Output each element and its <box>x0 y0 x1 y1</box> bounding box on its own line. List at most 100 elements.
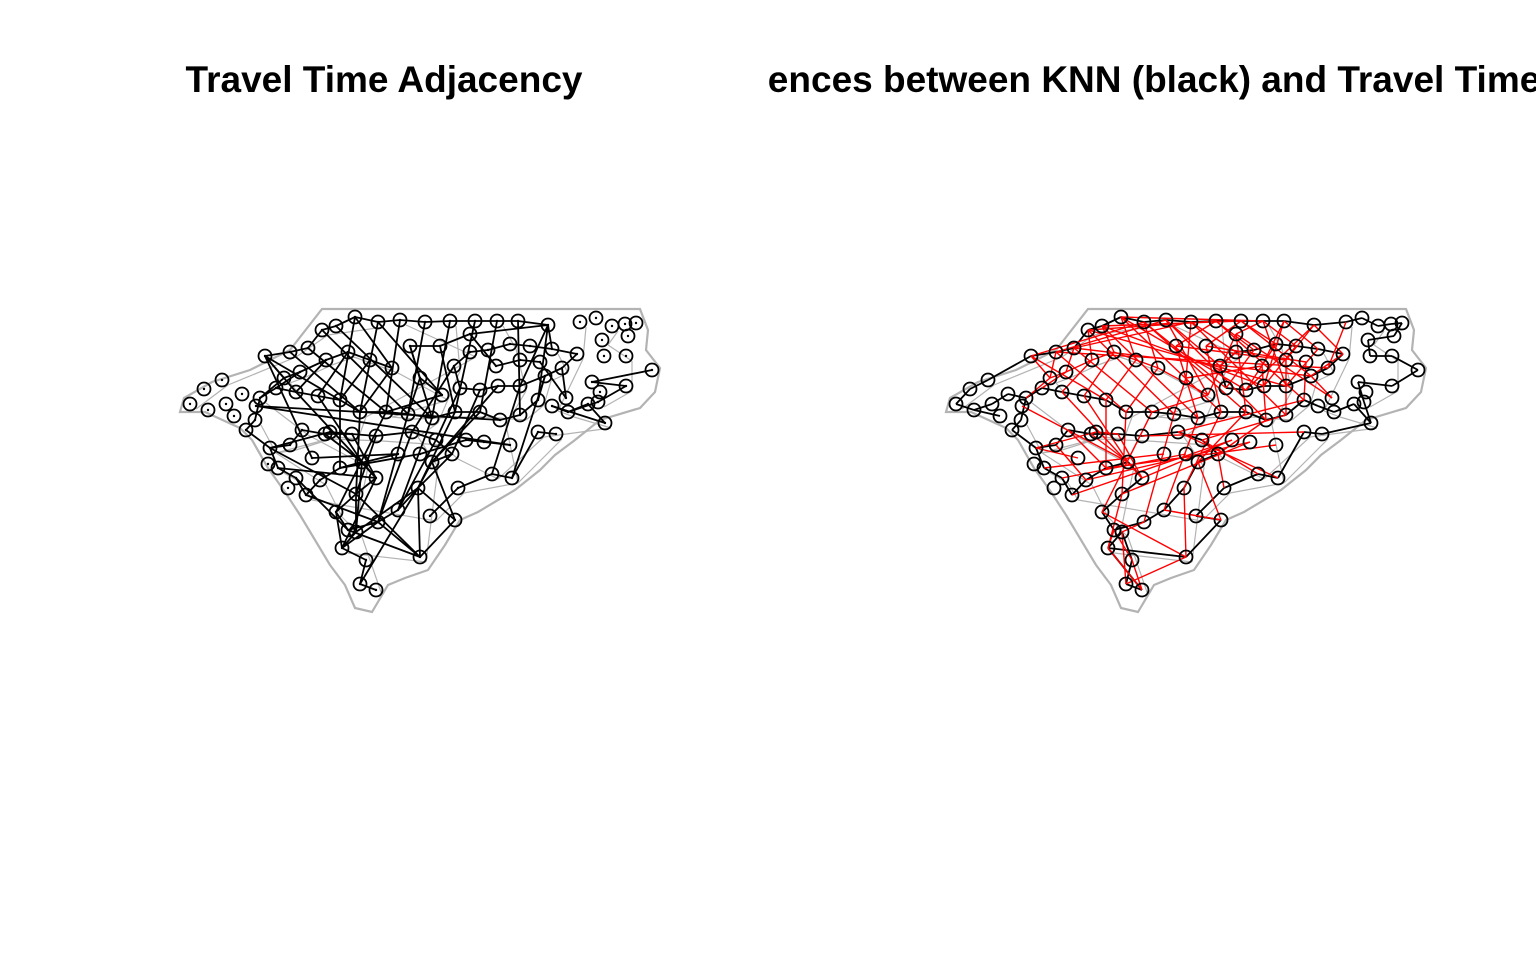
adjacency-edge <box>264 351 291 357</box>
node-center-dot <box>473 319 477 323</box>
adjacency-edge <box>424 320 451 323</box>
node-circle <box>1178 549 1194 565</box>
adjacency-edge <box>431 461 456 521</box>
node-circle <box>597 415 613 431</box>
node <box>362 352 378 368</box>
node <box>1170 424 1186 440</box>
adjacency-edge <box>277 467 377 479</box>
node <box>1268 437 1284 453</box>
node-circle <box>1028 440 1044 456</box>
travel-time-edge <box>1163 417 1199 511</box>
node-circle <box>252 390 268 406</box>
node-circle <box>1042 370 1058 386</box>
node-circle <box>334 540 350 556</box>
travel-time-edge <box>1163 509 1222 521</box>
adjacency-edge <box>591 369 653 383</box>
travel-time-edge <box>1157 367 1209 396</box>
adjacency-edge <box>419 519 456 558</box>
node <box>1255 313 1271 329</box>
adjacency-edge <box>317 395 341 401</box>
node-circle <box>512 378 528 394</box>
node-circle <box>328 318 344 334</box>
node-center-dot <box>418 376 422 380</box>
node-center-dot <box>276 466 280 470</box>
node-circle <box>1250 466 1266 482</box>
node-center-dot <box>430 460 434 464</box>
knn-edge <box>1317 405 1335 413</box>
node-circle <box>262 440 278 456</box>
node-center-dot <box>634 321 638 325</box>
adjacency-edge <box>453 365 461 389</box>
adjacency-edge <box>305 479 321 496</box>
node-circle <box>1076 388 1092 404</box>
node-center-dot <box>423 320 427 324</box>
knn-edge <box>1117 433 1143 437</box>
node-circle <box>1298 354 1314 370</box>
node-center-dot <box>244 428 248 432</box>
node <box>298 487 314 503</box>
knn-edge <box>1061 477 1073 496</box>
node <box>1046 480 1062 496</box>
map-group <box>178 307 662 614</box>
node-circle <box>1064 487 1080 503</box>
knn-edge <box>1257 473 1279 479</box>
travel-time-edge <box>1285 324 1315 361</box>
knn-edge <box>1120 316 1145 323</box>
node-center-dot <box>374 588 378 592</box>
node-circle <box>1000 386 1016 402</box>
node-circle <box>980 372 996 388</box>
knn-edge <box>1125 559 1133 585</box>
node-center-dot <box>338 398 342 402</box>
node <box>1198 338 1214 354</box>
node <box>1338 314 1354 330</box>
adjacency-edge <box>377 521 421 558</box>
node-circle <box>328 504 344 520</box>
node <box>540 317 556 333</box>
knn-edge <box>1151 411 1175 415</box>
node-circle <box>1183 314 1199 330</box>
node-circle <box>276 370 292 386</box>
adjacency-edge <box>509 343 531 347</box>
node-center-dot <box>316 394 320 398</box>
adjacency-edge <box>547 324 553 350</box>
travel-time-edge <box>1087 329 1287 387</box>
node <box>270 460 286 476</box>
node-circle <box>1324 390 1340 406</box>
node <box>340 522 356 538</box>
node-circle <box>352 404 368 420</box>
node <box>260 456 276 472</box>
node <box>980 372 996 388</box>
node <box>537 368 553 384</box>
travel-time-edge <box>1151 394 1209 413</box>
node-center-dot <box>458 386 462 390</box>
node-circle <box>1106 344 1122 360</box>
node-circle <box>1256 378 1272 394</box>
adjacency-edge <box>597 385 627 403</box>
travel-time-edge <box>1141 439 1233 479</box>
node-center-dot <box>450 452 454 456</box>
node-circle <box>490 378 506 394</box>
node <box>1064 487 1080 503</box>
adjacency-edge <box>329 431 353 435</box>
adjacency-edge <box>519 324 549 387</box>
node <box>1028 440 1044 456</box>
node-center-dot <box>518 358 522 362</box>
node-circle <box>424 410 440 426</box>
travel-time-edge <box>1197 411 1247 463</box>
adjacency-edge <box>355 411 361 495</box>
node-circle <box>1168 338 1184 354</box>
knn-edge <box>1245 385 1265 391</box>
knn-edge <box>1101 511 1115 531</box>
node-center-dot <box>253 418 257 422</box>
node <box>1213 512 1229 528</box>
county-boundary <box>375 364 399 374</box>
node-circle <box>1136 514 1152 530</box>
node <box>1213 404 1229 420</box>
node <box>410 480 426 496</box>
node <box>1256 378 1272 394</box>
node-center-dot <box>550 404 554 408</box>
node <box>1128 352 1144 368</box>
node-circle <box>558 390 574 406</box>
node <box>268 380 284 396</box>
node-circle <box>444 446 460 462</box>
